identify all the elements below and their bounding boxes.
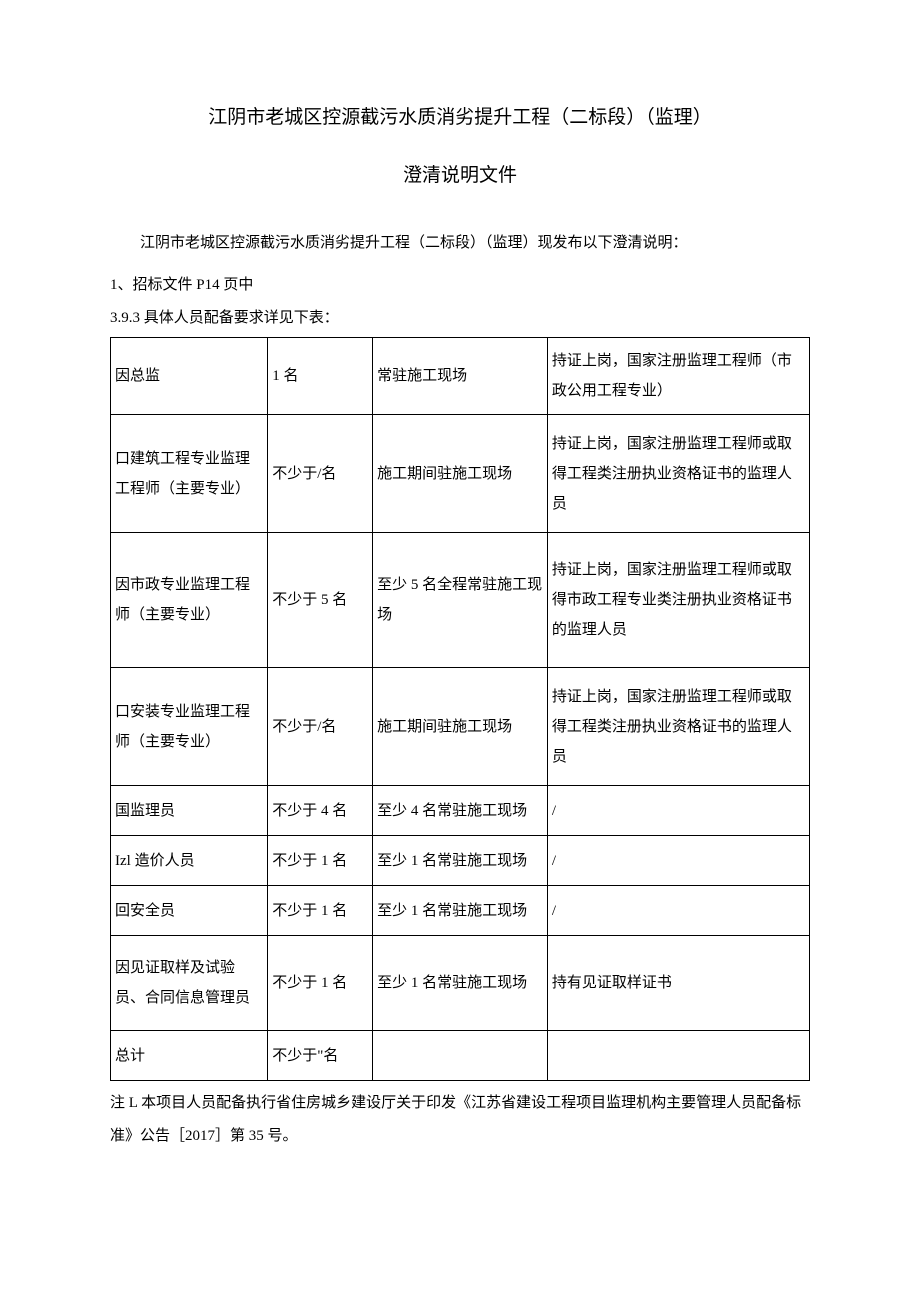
cell-site: 常驻施工现场 bbox=[373, 338, 548, 415]
cell-count: 不少于 1 名 bbox=[268, 886, 373, 936]
personnel-table: 因总监 1 名 常驻施工现场 持证上岗，国家注册监理工程师（市政公用工程专业） … bbox=[110, 337, 810, 1081]
table-row: 回安全员 不少于 1 名 至少 1 名常驻施工现场 / bbox=[111, 886, 810, 936]
cell-count: 不少于/名 bbox=[268, 668, 373, 786]
cell-count: 不少于 1 名 bbox=[268, 836, 373, 886]
cell-count: 不少于 1 名 bbox=[268, 936, 373, 1031]
table-row: 总计 不少于"名 bbox=[111, 1031, 810, 1081]
intro-paragraph: 江阴市老城区控源截污水质消劣提升工程（二标段）（监理）现发布以下澄清说明： bbox=[110, 224, 810, 263]
cell-role: 口建筑工程专业监理工程师（主要专业） bbox=[111, 415, 268, 533]
cell-role: 因见证取样及试验员、合同信息管理员 bbox=[111, 936, 268, 1031]
cell-count: 不少于 5 名 bbox=[268, 533, 373, 668]
title-line1: 江阴市老城区控源截污水质消劣提升工程（二标段）（监理） bbox=[110, 100, 810, 136]
cell-site: 至少 1 名常驻施工现场 bbox=[373, 936, 548, 1031]
cell-site: 至少 1 名常驻施工现场 bbox=[373, 836, 548, 886]
cell-role: 回安全员 bbox=[111, 886, 268, 936]
cell-site: 至少 4 名常驻施工现场 bbox=[373, 786, 548, 836]
table-row: 因见证取样及试验员、合同信息管理员 不少于 1 名 至少 1 名常驻施工现场 持… bbox=[111, 936, 810, 1031]
footnote: 注 L 本项目人员配备执行省住房城乡建设厅关于印发《江苏省建设工程项目监理机构主… bbox=[110, 1087, 810, 1153]
cell-count: 不少于"名 bbox=[268, 1031, 373, 1081]
cell-site bbox=[373, 1031, 548, 1081]
table-row: 口安装专业监理工程师（主要专业） 不少于/名 施工期间驻施工现场 持证上岗，国家… bbox=[111, 668, 810, 786]
cell-role: 总计 bbox=[111, 1031, 268, 1081]
table-row: Izl 造价人员 不少于 1 名 至少 1 名常驻施工现场 / bbox=[111, 836, 810, 886]
cell-role: 因总监 bbox=[111, 338, 268, 415]
cell-req: 持证上岗，国家注册监理工程师或取得工程类注册执业资格证书的监理人员 bbox=[547, 668, 809, 786]
cell-role: Izl 造价人员 bbox=[111, 836, 268, 886]
cell-site: 至少 5 名全程常驻施工现场 bbox=[373, 533, 548, 668]
cell-site: 施工期间驻施工现场 bbox=[373, 415, 548, 533]
cell-site: 施工期间驻施工现场 bbox=[373, 668, 548, 786]
cell-count: 不少于 4 名 bbox=[268, 786, 373, 836]
cell-req: / bbox=[547, 836, 809, 886]
table-row: 口建筑工程专业监理工程师（主要专业） 不少于/名 施工期间驻施工现场 持证上岗，… bbox=[111, 415, 810, 533]
item-1: 1、招标文件 P14 页中 bbox=[110, 269, 810, 302]
section-heading: 3.9.3 具体人员配备要求详见下表： bbox=[110, 302, 810, 335]
cell-req: 持证上岗，国家注册监理工程师或取得市政工程专业类注册执业资格证书的监理人员 bbox=[547, 533, 809, 668]
table-row: 国监理员 不少于 4 名 至少 4 名常驻施工现场 / bbox=[111, 786, 810, 836]
cell-req: / bbox=[547, 786, 809, 836]
cell-role: 国监理员 bbox=[111, 786, 268, 836]
cell-req: / bbox=[547, 886, 809, 936]
title-line2: 澄清说明文件 bbox=[110, 158, 810, 194]
cell-count: 1 名 bbox=[268, 338, 373, 415]
cell-site: 至少 1 名常驻施工现场 bbox=[373, 886, 548, 936]
cell-req: 持证上岗，国家注册监理工程师或取得工程类注册执业资格证书的监理人员 bbox=[547, 415, 809, 533]
cell-req: 持证上岗，国家注册监理工程师（市政公用工程专业） bbox=[547, 338, 809, 415]
table-row: 因总监 1 名 常驻施工现场 持证上岗，国家注册监理工程师（市政公用工程专业） bbox=[111, 338, 810, 415]
cell-role: 因市政专业监理工程师（主要专业） bbox=[111, 533, 268, 668]
table-row: 因市政专业监理工程师（主要专业） 不少于 5 名 至少 5 名全程常驻施工现场 … bbox=[111, 533, 810, 668]
cell-req: 持有见证取样证书 bbox=[547, 936, 809, 1031]
cell-req bbox=[547, 1031, 809, 1081]
cell-role: 口安装专业监理工程师（主要专业） bbox=[111, 668, 268, 786]
cell-count: 不少于/名 bbox=[268, 415, 373, 533]
